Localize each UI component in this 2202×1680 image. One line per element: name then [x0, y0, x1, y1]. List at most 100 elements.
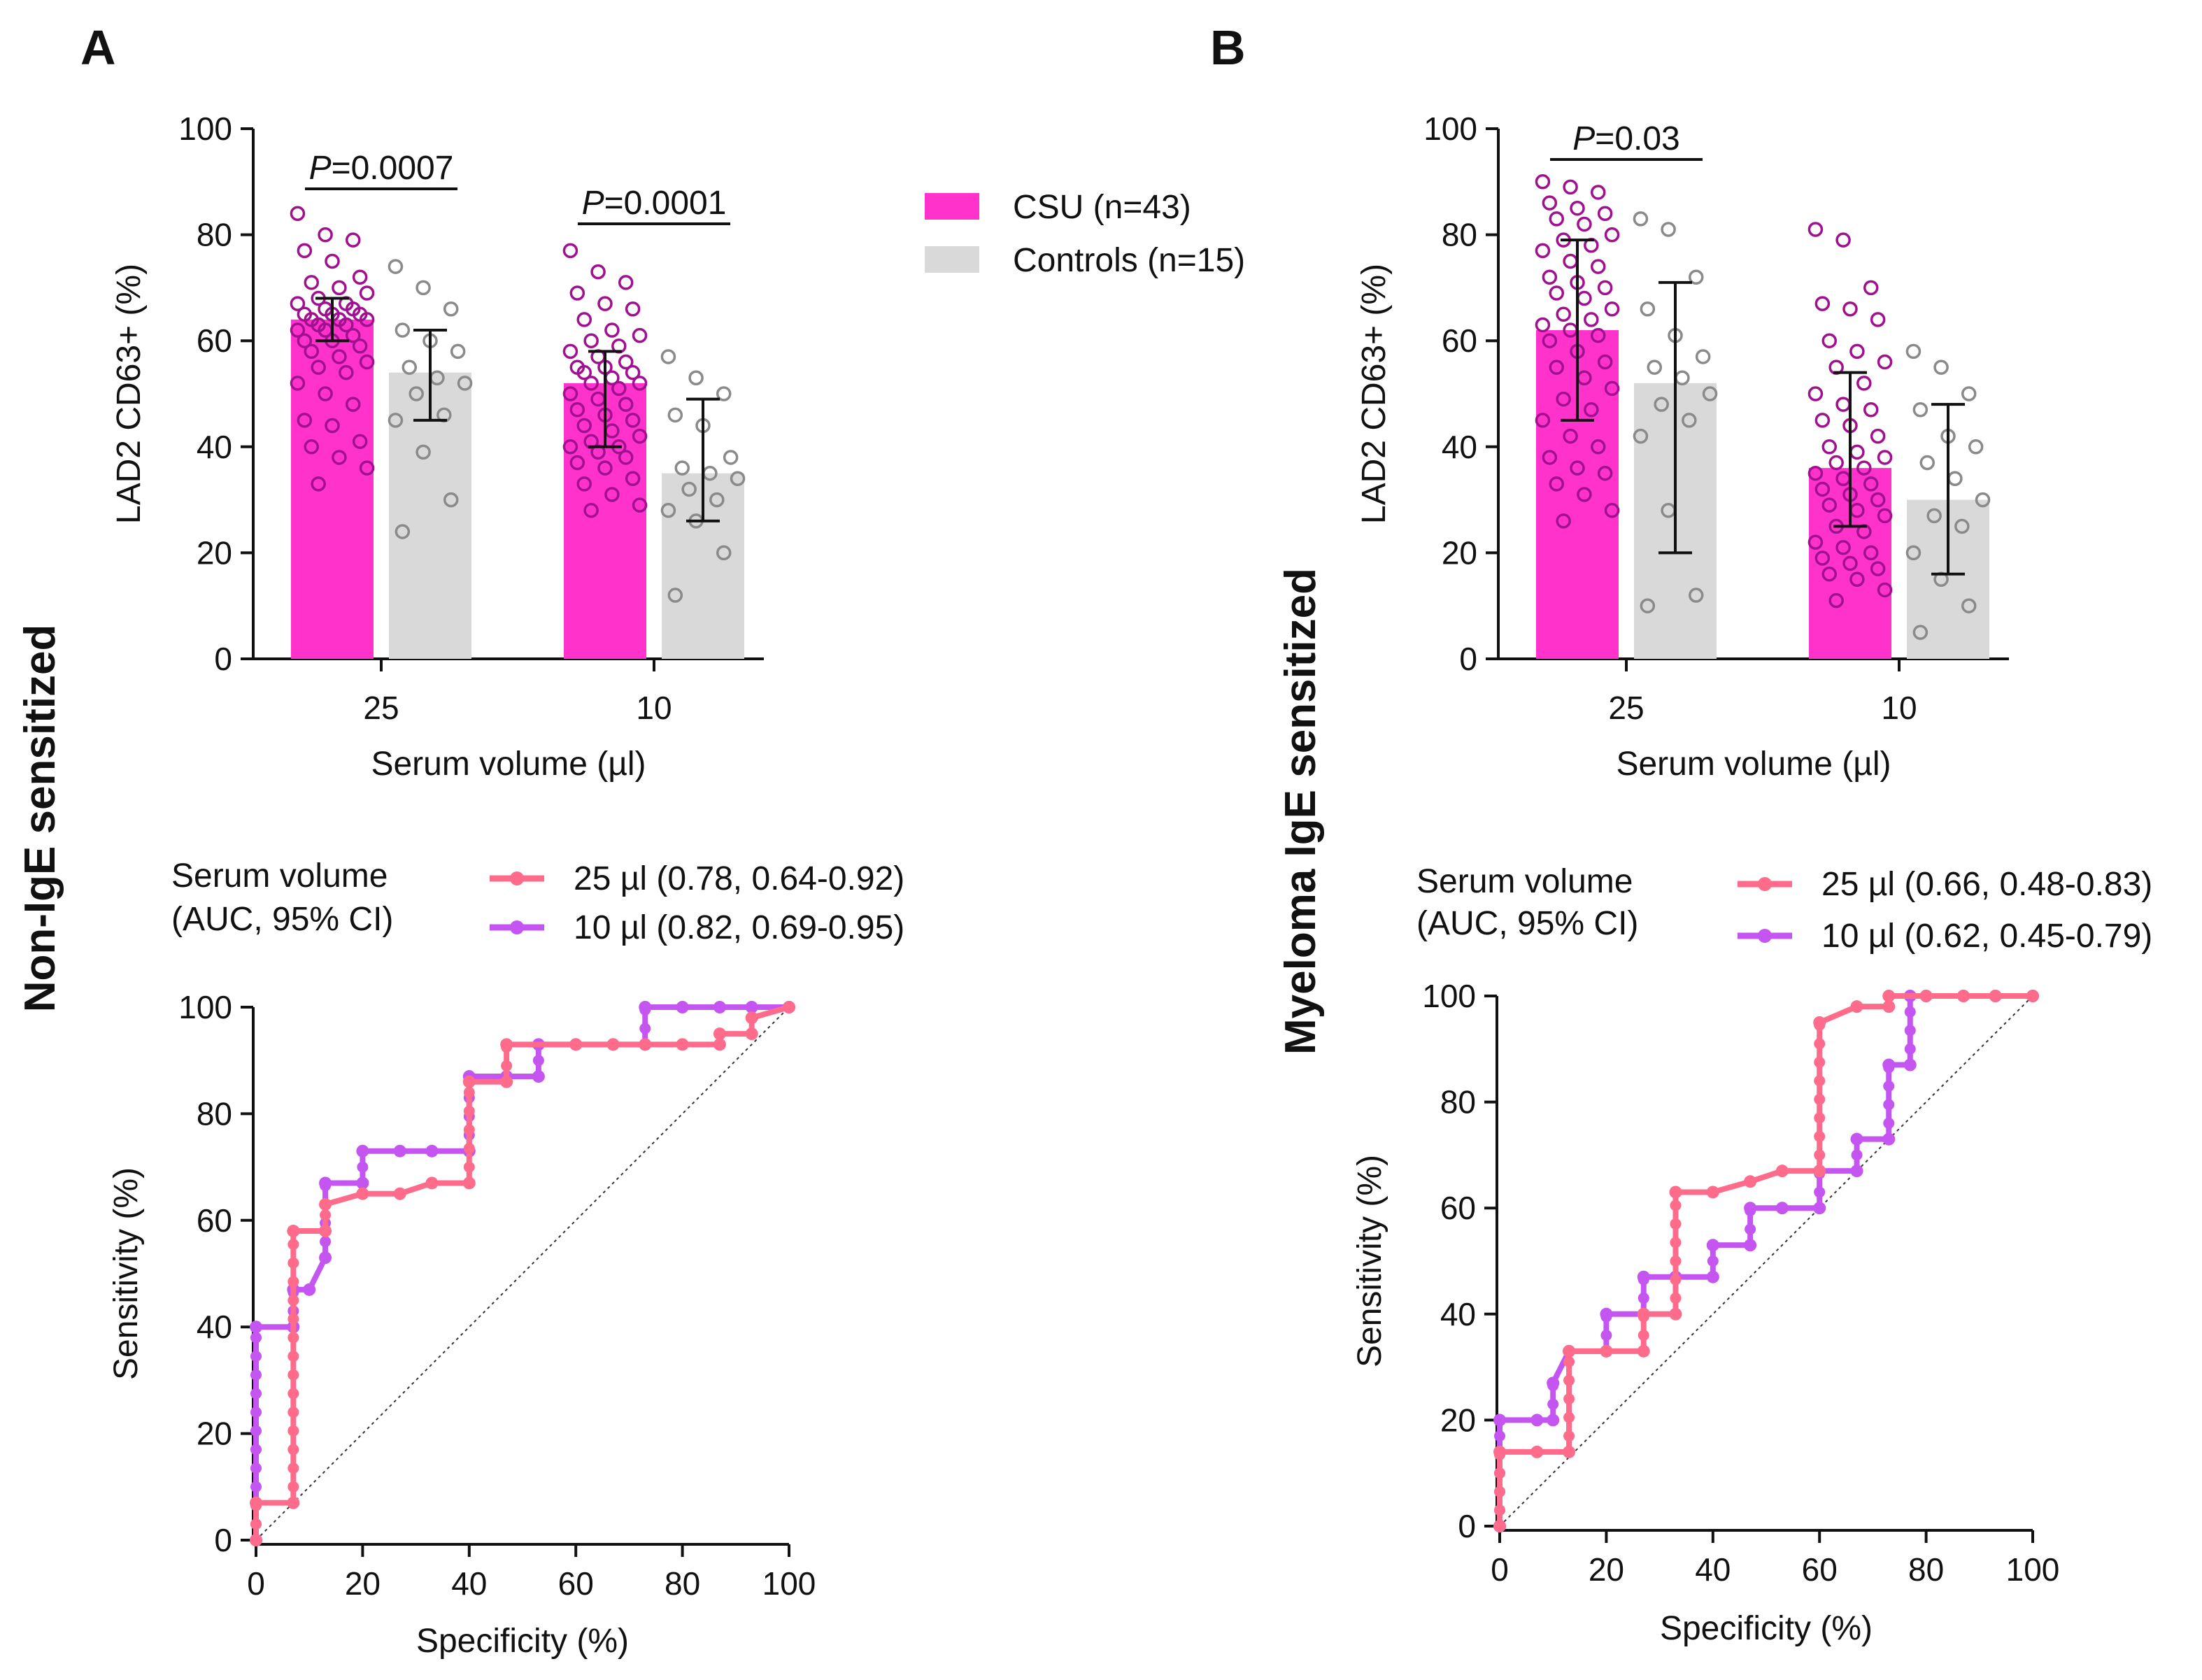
data-point	[625, 413, 641, 428]
data-point	[1597, 354, 1613, 370]
roc-point-25ul	[462, 1075, 476, 1088]
data-point	[583, 376, 599, 391]
roc-point-25ul	[1669, 1307, 1682, 1320]
data-point	[604, 487, 620, 502]
data-point	[1821, 333, 1838, 348]
roc-point-10ul	[1814, 1186, 1826, 1198]
data-point	[443, 301, 459, 317]
roc-point-10ul	[1706, 1239, 1719, 1252]
data-point	[1968, 439, 1984, 455]
roc-point-25ul	[1669, 1186, 1682, 1199]
roc-point-25ul	[287, 1351, 299, 1362]
data-point	[388, 413, 404, 428]
roc-point-25ul	[463, 1105, 475, 1117]
x-axis-title: Specificity (%)	[1660, 1610, 1873, 1647]
roc-point-10ul	[356, 1176, 369, 1190]
roc-point-10ul	[250, 1425, 262, 1437]
roc-point-10ul	[250, 1388, 262, 1400]
roc-point-25ul	[639, 1038, 652, 1051]
roc-point-25ul	[1494, 1504, 1505, 1516]
data-point	[290, 296, 306, 311]
data-point	[625, 471, 641, 487]
data-point	[339, 317, 354, 333]
data-point	[325, 253, 340, 269]
data-point	[1835, 232, 1851, 248]
data-point	[1556, 391, 1571, 407]
roc-point-25ul	[1814, 1130, 1826, 1142]
roc-point-25ul	[425, 1176, 439, 1190]
roc-point-10ul	[250, 1407, 262, 1418]
y-axis-title: LAD2 CD63+ (%)	[1356, 264, 1393, 524]
data-point	[1954, 518, 1970, 534]
roc-point-25ul	[606, 1038, 620, 1051]
data-point	[569, 285, 585, 301]
data-point	[1577, 216, 1592, 232]
data-point	[660, 349, 676, 364]
data-point	[1654, 397, 1669, 412]
y-axis-title: Sensitivity (%)	[108, 1167, 145, 1380]
data-point	[1640, 301, 1656, 317]
data-point	[1647, 360, 1663, 375]
roc-point-25ul	[713, 1027, 726, 1041]
roc-point-25ul	[1563, 1374, 1575, 1386]
roc-point-10ul	[1904, 1006, 1916, 1018]
data-point	[359, 285, 375, 301]
data-point	[1814, 481, 1831, 497]
data-point	[569, 401, 585, 418]
data-point	[290, 206, 306, 222]
y-tick-label: 0	[1459, 641, 1477, 677]
data-point	[332, 349, 347, 364]
roc-point-25ul	[1600, 1344, 1613, 1358]
data-point	[576, 364, 592, 380]
data-point	[1814, 550, 1831, 566]
data-point	[1695, 349, 1711, 364]
y-tick-label: 80	[197, 217, 232, 253]
roc-point-25ul	[501, 1060, 513, 1072]
roc-point-10ul	[676, 1001, 689, 1013]
data-point	[332, 280, 347, 296]
roc-point-25ul	[1956, 990, 1970, 1002]
data-point	[1702, 386, 1718, 401]
data-point	[674, 460, 690, 476]
roc-point-25ul	[287, 1407, 299, 1418]
roc-point-25ul	[1670, 1255, 1682, 1267]
legend-csu-label: CSU (n=43)	[1013, 189, 1191, 226]
data-point	[1604, 227, 1620, 243]
roc-legend-a: Serum volume (AUC, 95% CI) 25 µl (0.78, …	[171, 857, 904, 946]
roc-point-10ul	[1638, 1274, 1649, 1286]
data-point	[1549, 476, 1565, 492]
data-point	[1590, 185, 1606, 200]
data-point	[297, 333, 313, 348]
roc-point-25ul	[1814, 1093, 1826, 1105]
y-tick-label: 60	[197, 1202, 232, 1239]
roc-point-25ul	[1814, 1038, 1826, 1050]
data-point	[1849, 343, 1865, 360]
data-point	[304, 343, 320, 360]
roc-point-25ul	[501, 1041, 513, 1053]
roc-point-25ul	[1814, 1075, 1826, 1087]
data-point	[716, 386, 732, 401]
data-point	[304, 439, 320, 455]
roc-point-10ul	[250, 1351, 262, 1362]
data-point	[1590, 439, 1606, 455]
y-tick-label: 20	[197, 1416, 232, 1452]
roc-point-10ul	[303, 1283, 316, 1296]
roc-point-10ul	[1904, 1025, 1916, 1037]
data-point	[625, 301, 641, 317]
data-point	[1597, 206, 1613, 222]
x-tick-label: 0	[247, 1565, 265, 1602]
roc-point-10ul	[1882, 1132, 1896, 1146]
roc-point-25ul	[287, 1444, 299, 1455]
data-point	[1870, 561, 1886, 576]
data-point	[1870, 492, 1886, 508]
roc-point-25ul	[319, 1197, 332, 1211]
roc-point-10ul	[1850, 1132, 1863, 1146]
roc-point-25ul	[287, 1313, 299, 1325]
roc-point-25ul	[1670, 1274, 1682, 1286]
roc-legend-b-10-label: 10 µl (0.62, 0.45-0.79)	[1821, 918, 2152, 955]
data-point	[1584, 401, 1599, 418]
roc-point-25ul	[1670, 1293, 1682, 1304]
p-value-prefix: P	[309, 150, 332, 187]
roc-point-25ul	[287, 1239, 299, 1251]
y-tick-label: 60	[1442, 322, 1477, 359]
